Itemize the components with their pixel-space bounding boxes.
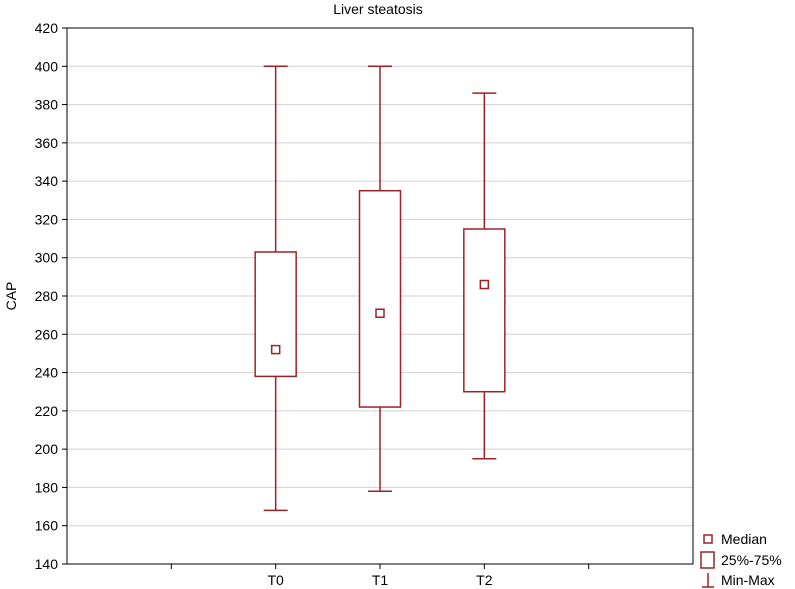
legend-label: Min-Max (721, 572, 775, 588)
boxes (254, 65, 506, 512)
y-tick-label: 380 (35, 97, 59, 113)
median-marker (270, 344, 281, 355)
legend-median-symbol (703, 534, 713, 544)
y-tick-label: 140 (35, 556, 59, 572)
legend-item-box: 25%-75% (700, 551, 782, 569)
y-tick-label: 400 (35, 58, 59, 74)
y-tick-label: 260 (35, 326, 59, 342)
y-tick-label: 160 (35, 518, 59, 534)
y-tick-label: 340 (35, 173, 59, 189)
legend-item-whisker: Min-Max (702, 572, 775, 588)
y-tick-label: 420 (35, 20, 59, 36)
iqr-box (463, 228, 506, 393)
y-tick-label: 320 (35, 211, 59, 227)
legend-label: 25%-75% (721, 552, 782, 568)
x-tick-label: T2 (476, 572, 493, 588)
y-tick-label: 280 (35, 288, 59, 304)
legend-item-median: Median (703, 531, 767, 547)
legend-label: Median (721, 531, 767, 547)
chart-title: Liver steatosis (333, 1, 422, 17)
box-t2 (463, 92, 506, 460)
box-t0 (254, 65, 297, 512)
plot-frame (66, 27, 694, 565)
y-axis-label: CAP (3, 282, 19, 311)
box-t1 (358, 65, 402, 493)
y-tick-label: 200 (35, 441, 59, 457)
legend: Median 25%-75% Min-Max (700, 531, 782, 588)
y-tick-label: 240 (35, 365, 59, 381)
x-tick-label: T0 (267, 572, 284, 588)
y-tick-label: 180 (35, 479, 59, 495)
iqr-box (358, 189, 402, 408)
y-tick-label: 220 (35, 403, 59, 419)
y-tick-label: 300 (35, 250, 59, 266)
median-marker (375, 308, 385, 318)
y-ticks: 140 160 180 200 220 240 260 280 300 320 340 360 380 4… (35, 20, 67, 572)
legend-box-symbol (700, 551, 715, 569)
x-ticks: T0 T1 T2 (170, 564, 590, 588)
iqr-box (254, 251, 297, 378)
x-tick-label: T1 (372, 572, 389, 588)
median-marker (479, 279, 490, 290)
y-tick-label: 360 (35, 135, 59, 151)
